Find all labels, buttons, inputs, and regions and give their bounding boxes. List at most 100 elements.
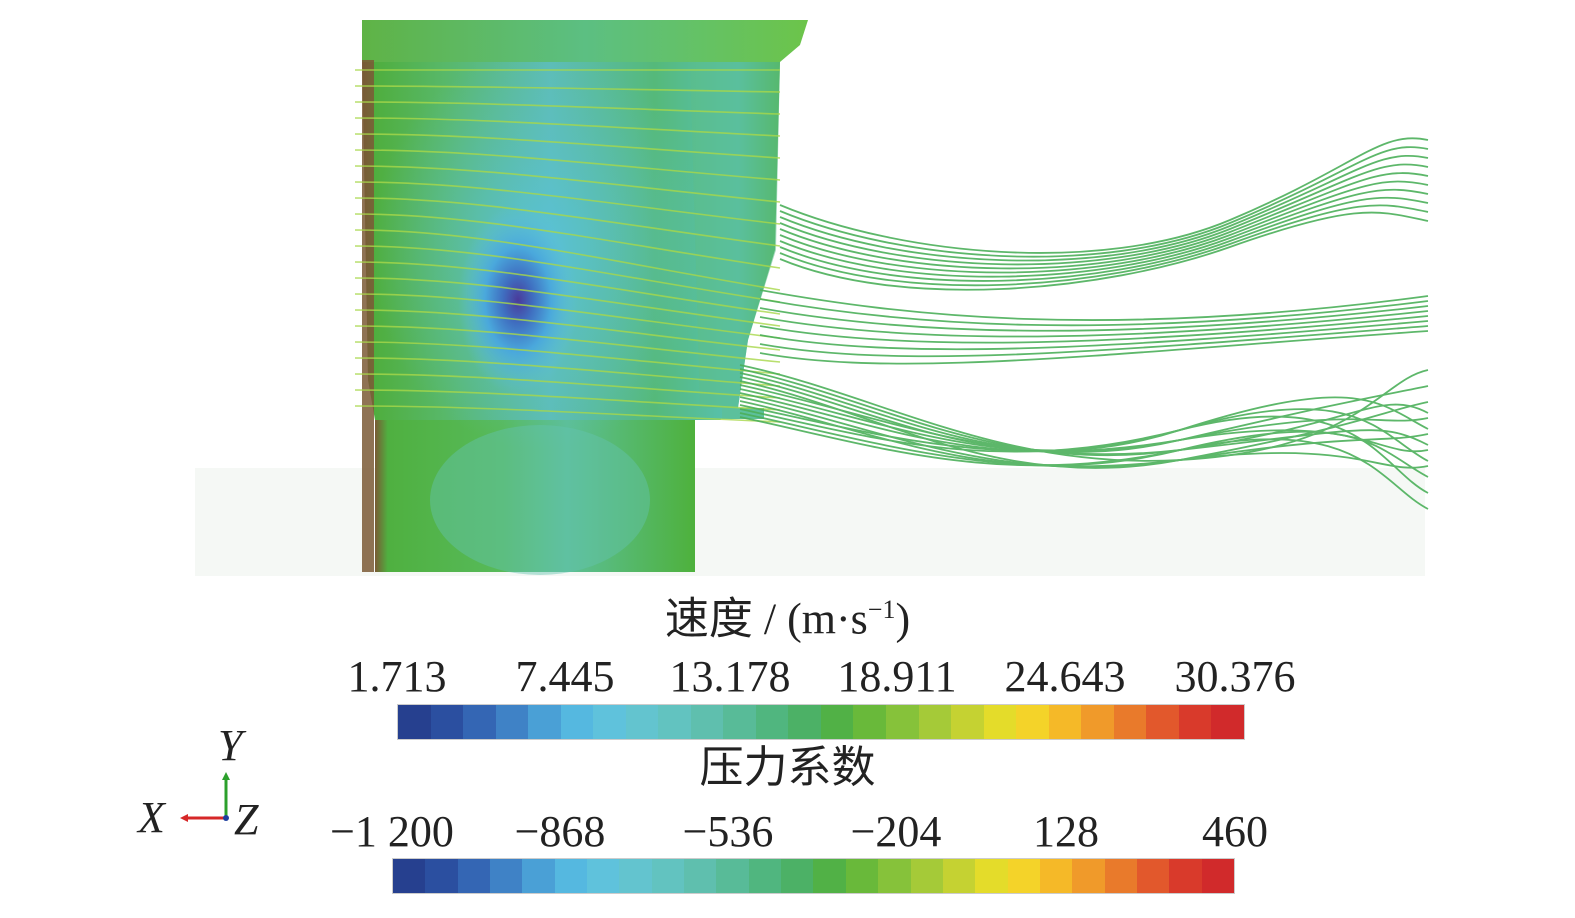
axis-x-label: X [136, 793, 167, 842]
streamline [759, 320, 1429, 351]
colorbar-segment [1201, 859, 1234, 893]
streamline [759, 298, 1429, 327]
left-wall [362, 60, 374, 572]
colorbar-segment [393, 859, 426, 893]
tick-label: −1 200 [330, 807, 454, 856]
colorbar-segment [813, 859, 846, 893]
colorbar-segment [910, 859, 943, 893]
streamline [779, 188, 1429, 278]
streamline [759, 330, 1429, 365]
streamline [739, 416, 1429, 510]
tick-label: −204 [850, 807, 942, 856]
velocity-legend-title: 速度 / (m·s−1) [664, 594, 911, 644]
outer-streamlines [739, 137, 1429, 510]
colorbar-segment [1146, 705, 1179, 739]
colorbar-segment [942, 859, 976, 893]
colorbar-segment [781, 859, 814, 893]
streamline [354, 181, 781, 225]
colorbar-segment [1048, 705, 1082, 739]
tick-label: −868 [514, 807, 606, 856]
colorbar-segment [716, 859, 749, 893]
tick-label: 18.911 [837, 652, 957, 701]
tick-label: 7.445 [515, 652, 615, 701]
streamline [354, 357, 781, 387]
colorbar-segment [398, 705, 431, 739]
colorbar-segment [1136, 859, 1170, 893]
colorbar-segment [853, 705, 886, 739]
colorbar-segment [593, 705, 626, 739]
streamline [354, 277, 781, 327]
colorbar-segment [723, 705, 756, 739]
colorbar-segment [587, 859, 620, 893]
streamline [739, 384, 1429, 456]
streamline [354, 389, 781, 411]
colorbar-segment [1104, 859, 1137, 893]
pressure-colorbar [392, 858, 1235, 894]
colorbar-segment [495, 705, 529, 739]
streamline [354, 133, 781, 159]
tick-label: 30.376 [1174, 652, 1296, 701]
colorbar-segment [820, 705, 854, 739]
streamline [759, 310, 1429, 338]
streamline [779, 196, 1429, 282]
colorbar-segment [425, 859, 458, 893]
colorbar-segment [845, 859, 879, 893]
colorbar-segment [1016, 705, 1049, 739]
pressure-legend-ticks: −1 200 −868 −536 −204 128 460 [0, 807, 1575, 857]
streamline [759, 315, 1429, 344]
streamline [739, 372, 1429, 453]
streamline [354, 85, 781, 93]
colorbar-segment [885, 705, 919, 739]
streamline [354, 165, 781, 203]
streamline [354, 197, 781, 247]
colorbar-segment [430, 705, 464, 739]
pressure-legend-title: 压力系数 [699, 743, 876, 792]
streamline [759, 289, 1429, 321]
velocity-colorbar [397, 704, 1245, 740]
tick-label: 1.713 [347, 652, 447, 701]
streamline [354, 101, 781, 115]
colorbar-segment [755, 705, 789, 739]
colorbar-segment [490, 859, 523, 893]
colorbar-segment [457, 859, 491, 893]
streamline [779, 204, 1429, 287]
tick-label: 460 [1202, 807, 1268, 856]
colorbar-segment [560, 705, 594, 739]
colorbar-segment [983, 705, 1017, 739]
streamline [739, 408, 1429, 494]
colorbar-segment [1007, 859, 1040, 893]
colorbar-segment [463, 705, 496, 739]
colorbar-segment [1039, 859, 1073, 893]
colorbar-segment [554, 859, 588, 893]
streamline [759, 325, 1429, 358]
top-cap [362, 20, 808, 62]
streamline [354, 261, 781, 315]
streamline [779, 154, 1429, 262]
colorbar-segment [975, 859, 1008, 893]
z-axis-dot [223, 815, 229, 821]
flow-visualization [195, 20, 1429, 576]
streamline [354, 117, 781, 137]
tick-label: 13.178 [669, 652, 791, 701]
streamline [354, 149, 781, 181]
colorbar-segment [878, 859, 911, 893]
streamline [354, 341, 781, 375]
colorbar-segment [625, 705, 659, 739]
streamline [779, 146, 1429, 258]
streamline [779, 137, 1429, 254]
colorbar-segment [748, 859, 782, 893]
colorbar-segment [788, 705, 821, 739]
colorbar-segment [1178, 705, 1212, 739]
streamline [354, 293, 781, 339]
streamline [354, 325, 781, 363]
streamline [779, 163, 1429, 266]
streamline [779, 180, 1429, 274]
streamline [739, 396, 1429, 469]
streamline [739, 412, 1429, 469]
colorbar-segment [1169, 859, 1202, 893]
streamline [354, 213, 781, 269]
streamline [779, 211, 1429, 291]
lower-cylinder [375, 420, 695, 572]
axis-z-label: Z [234, 795, 259, 844]
streamline [354, 405, 781, 423]
